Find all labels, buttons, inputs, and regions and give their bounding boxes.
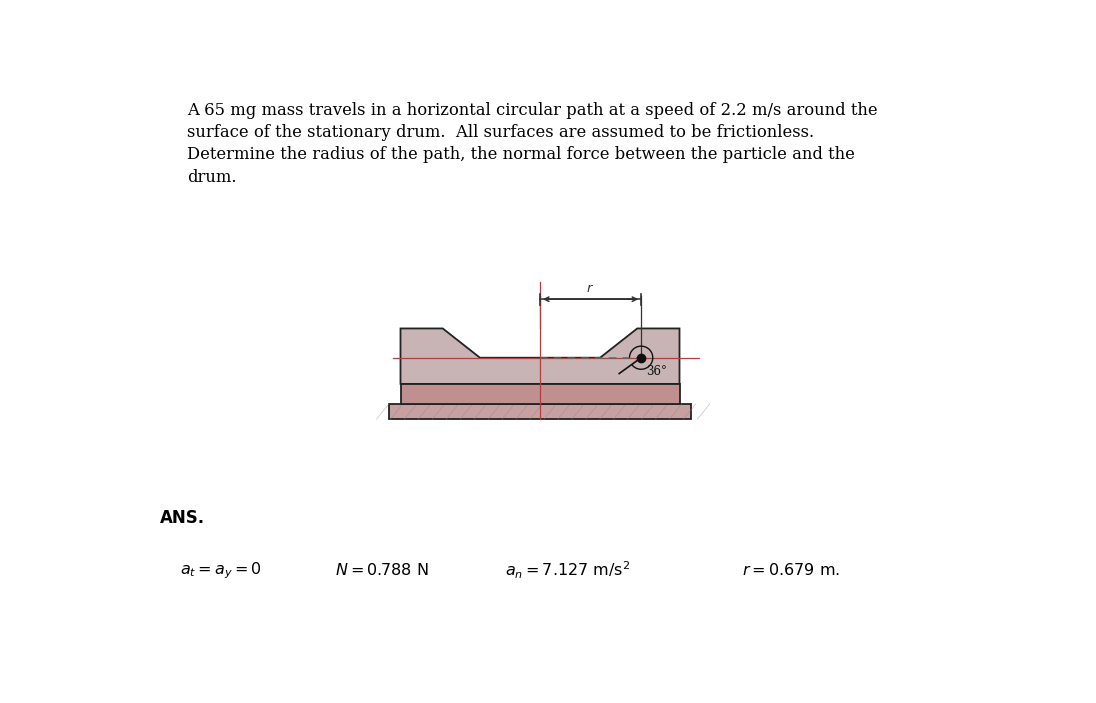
Polygon shape [400, 328, 680, 384]
Text: 36°: 36° [646, 366, 666, 378]
Text: $r$: $r$ [586, 282, 595, 295]
Text: ANS.: ANS. [160, 509, 205, 527]
Polygon shape [400, 384, 680, 404]
Text: $a_n = 7.127\ \mathrm{m/s^2}$: $a_n = 7.127\ \mathrm{m/s^2}$ [505, 560, 630, 581]
Text: $N = 0.788\ \mathrm{N}$: $N = 0.788\ \mathrm{N}$ [334, 562, 429, 579]
Text: $r = 0.679\ \mathrm{m.}$: $r = 0.679\ \mathrm{m.}$ [742, 562, 840, 579]
Text: A 65 mg mass travels in a horizontal circular path at a speed of 2.2 m/s around : A 65 mg mass travels in a horizontal cir… [187, 102, 878, 186]
Polygon shape [389, 404, 692, 419]
Text: $a_t = a_y = 0$: $a_t = a_y = 0$ [180, 560, 262, 581]
